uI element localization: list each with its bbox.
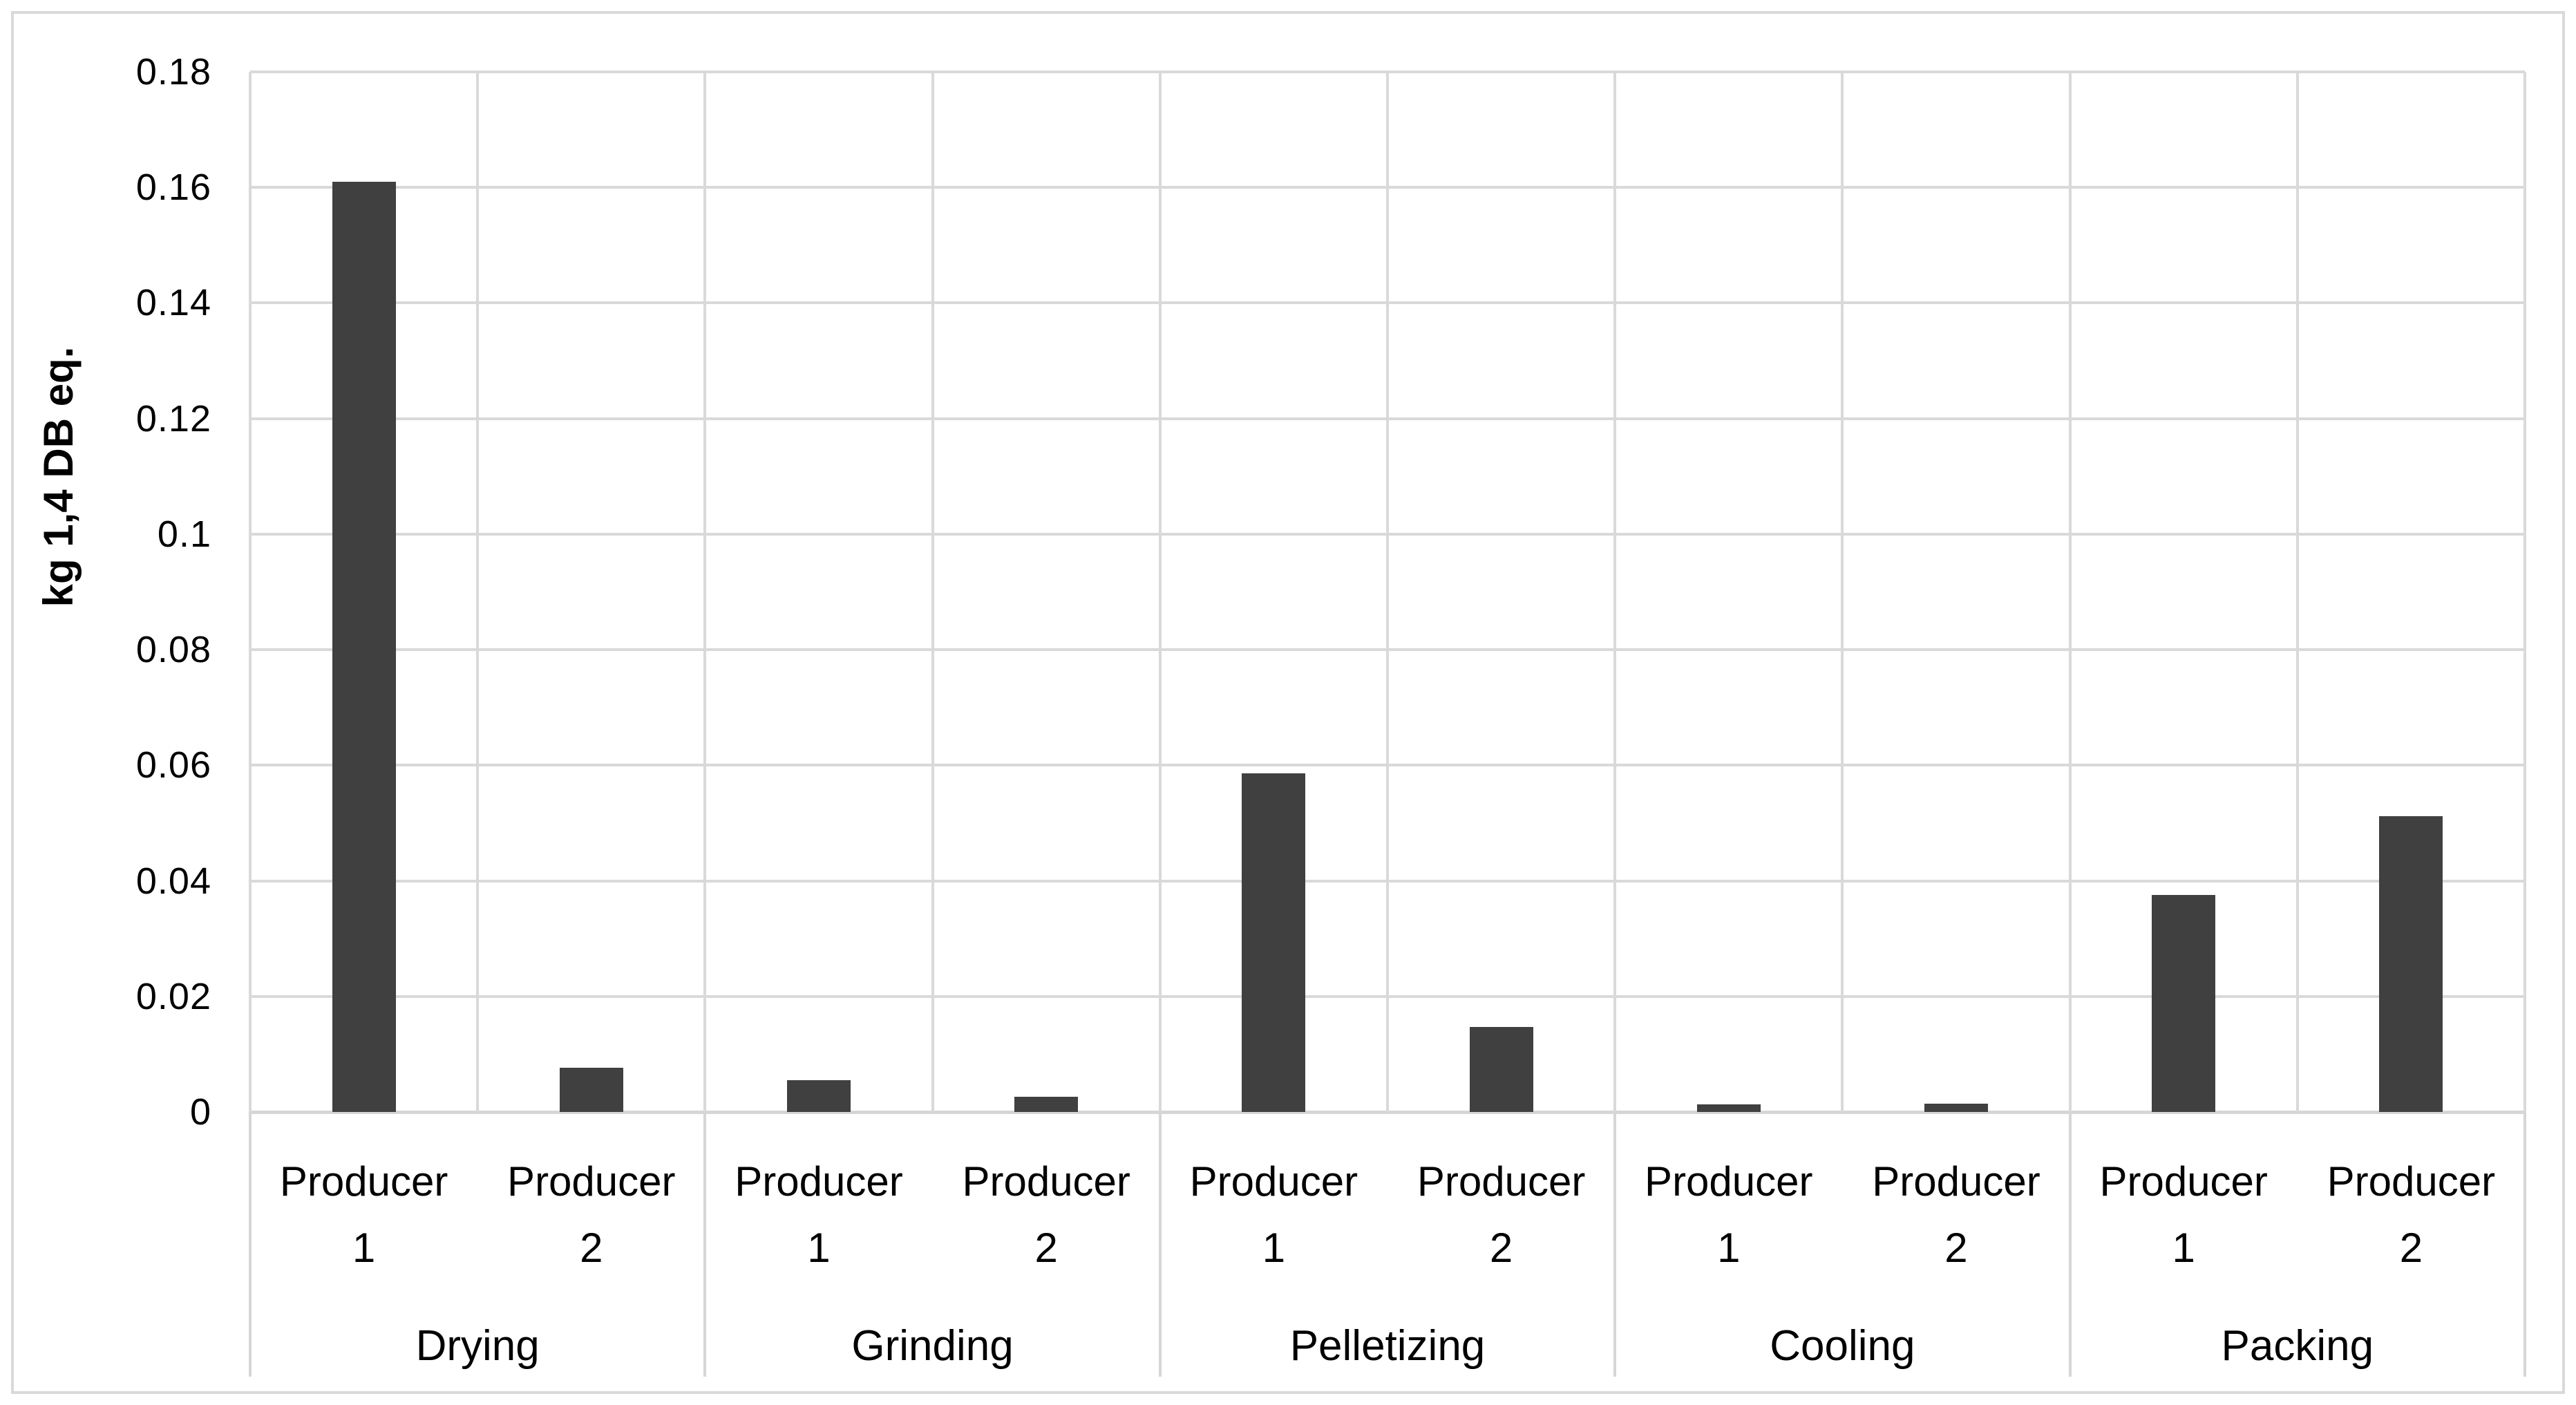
x-tick-label-line1: Producer bbox=[1189, 1158, 1358, 1205]
column-separator bbox=[1613, 72, 1617, 1112]
y-tick-label: 0.12 bbox=[135, 397, 211, 440]
bar-drying-producer-2 bbox=[559, 1068, 623, 1112]
chart-border-frame bbox=[11, 11, 2565, 1394]
x-tick-label-line1: Producer bbox=[1417, 1158, 1586, 1205]
column-separator bbox=[1841, 72, 1844, 1112]
x-tick-label-line2: 2 bbox=[1034, 1225, 1058, 1271]
x-tick-label-producer: Producer 2 bbox=[933, 1149, 1160, 1281]
group-separator bbox=[1158, 1112, 1162, 1377]
y-tick-label: 0.02 bbox=[135, 975, 211, 1017]
bar-packing-producer-2 bbox=[2379, 816, 2443, 1112]
y-tick-label: 0.06 bbox=[135, 744, 211, 786]
y-tick-label: 0.18 bbox=[135, 51, 211, 93]
group-separator bbox=[1613, 1112, 1617, 1377]
group-label-grinding: Grinding bbox=[851, 1322, 1014, 1370]
group-label-pelletizing: Pelletizing bbox=[1289, 1322, 1486, 1370]
x-tick-label-line1: Producer bbox=[1645, 1158, 1813, 1205]
x-tick-label-producer: Producer 2 bbox=[477, 1149, 705, 1281]
x-axis-line bbox=[250, 1111, 2525, 1114]
x-tick-label-line2: 2 bbox=[580, 1225, 603, 1271]
x-tick-label-line2: 1 bbox=[2172, 1225, 2195, 1271]
bar-grinding-producer-2 bbox=[1014, 1097, 1079, 1112]
x-tick-label-line1: Producer bbox=[279, 1158, 448, 1205]
x-tick-label-line1: Producer bbox=[2327, 1158, 2496, 1205]
x-tick-label-line1: Producer bbox=[735, 1158, 903, 1205]
x-tick-label-producer: Producer 2 bbox=[1388, 1149, 1615, 1281]
plot-area bbox=[249, 70, 2526, 1114]
x-tick-label-producer: Producer 2 bbox=[2298, 1149, 2525, 1281]
y-axis-title: kg 1,4 DB eq. bbox=[35, 346, 82, 607]
x-tick-label-line1: Producer bbox=[962, 1158, 1130, 1205]
y-tick-label: 0.04 bbox=[135, 860, 211, 902]
column-separator bbox=[249, 72, 252, 1112]
group-separator bbox=[2523, 1112, 2526, 1377]
x-tick-label-producer: Producer 1 bbox=[705, 1149, 932, 1281]
y-tick-label: 0.16 bbox=[135, 167, 211, 209]
column-separator bbox=[1386, 72, 1389, 1112]
group-label-drying: Drying bbox=[415, 1322, 540, 1370]
bar-packing-producer-1 bbox=[2152, 895, 2216, 1112]
column-separator bbox=[703, 72, 707, 1112]
group-label-packing: Packing bbox=[2221, 1322, 2374, 1370]
bar-grinding-producer-1 bbox=[787, 1080, 851, 1112]
x-tick-label-line2: 1 bbox=[807, 1225, 831, 1271]
column-separator bbox=[476, 72, 480, 1112]
column-separator bbox=[2295, 72, 2299, 1112]
bar-cooling-producer-1 bbox=[1696, 1104, 1761, 1112]
x-tick-label-line2: 2 bbox=[2399, 1225, 2423, 1271]
y-tick-label: 0.08 bbox=[135, 629, 211, 671]
x-tick-label-line2: 2 bbox=[1489, 1225, 1513, 1271]
bar-cooling-producer-2 bbox=[1924, 1104, 1988, 1112]
column-separator bbox=[2523, 72, 2526, 1112]
group-separator bbox=[703, 1112, 707, 1377]
x-tick-label-producer: Producer 1 bbox=[250, 1149, 477, 1281]
group-label-cooling: Cooling bbox=[1770, 1322, 1915, 1370]
group-separator bbox=[249, 1112, 252, 1377]
y-tick-label: 0.14 bbox=[135, 282, 211, 324]
column-separator bbox=[1158, 72, 1162, 1112]
group-separator bbox=[2068, 1112, 2072, 1377]
x-tick-label-producer: Producer 1 bbox=[2070, 1149, 2298, 1281]
x-tick-label-line2: 1 bbox=[1262, 1225, 1286, 1271]
bar-pelletizing-producer-1 bbox=[1242, 773, 1306, 1112]
x-tick-label-line1: Producer bbox=[2099, 1158, 2268, 1205]
x-tick-label-line2: 1 bbox=[352, 1225, 376, 1271]
column-separator bbox=[2068, 72, 2072, 1112]
x-tick-label-line2: 2 bbox=[1944, 1225, 1968, 1271]
y-tick-label: 0 bbox=[189, 1091, 211, 1133]
x-tick-label-producer: Producer 1 bbox=[1160, 1149, 1388, 1281]
y-tick-label: 0.1 bbox=[157, 513, 211, 555]
x-tick-label-line2: 1 bbox=[1717, 1225, 1741, 1271]
x-tick-label-line1: Producer bbox=[507, 1158, 676, 1205]
column-separator bbox=[931, 72, 934, 1112]
bar-pelletizing-producer-2 bbox=[1469, 1027, 1533, 1112]
x-tick-label-line1: Producer bbox=[1872, 1158, 2040, 1205]
x-tick-label-producer: Producer 1 bbox=[1615, 1149, 1842, 1281]
x-tick-label-producer: Producer 2 bbox=[1842, 1149, 2070, 1281]
bar-drying-producer-1 bbox=[332, 182, 396, 1112]
